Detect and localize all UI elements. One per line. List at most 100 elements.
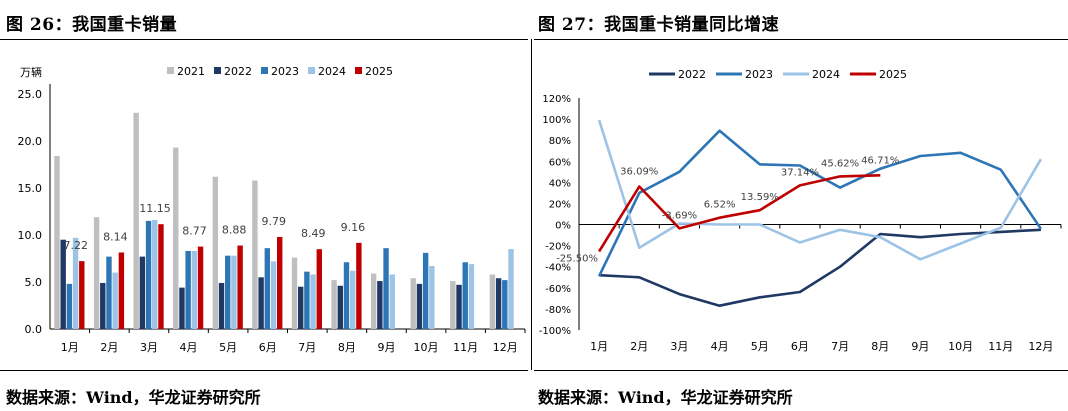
bar-legend-label-2025: 2025 [365,65,393,78]
line-x-tick-label: 3月 [670,340,688,353]
bar-2023-5 [225,255,231,329]
bar-2023-1 [66,283,73,329]
line-x-tick-label: 4月 [711,340,729,353]
bar-2024-10 [429,266,435,329]
bar-y-tick-label: 15.0 [18,182,43,195]
line-y-tick-label: 100% [542,115,571,126]
bar-2021-5 [212,176,219,329]
line-y-tick-label: -100% [539,326,571,337]
bar-2021-2 [93,217,100,329]
bar-x-tick-label: 4月 [180,341,198,354]
line-chart-source: 数据来源：Wind，华龙证券研究所 [538,388,793,407]
line-data-label-2025: 13.59% [741,192,779,203]
line-chart-title: 图 27：我国重卡销量同比增速 [538,15,780,35]
bar-y-tick-label: 25.0 [18,88,43,101]
bar-legend-label-2024: 2024 [318,65,346,78]
bar-2023-8 [343,262,350,329]
bar-x-tick-label: 12月 [493,341,518,354]
line-x-tick-label: 2月 [630,340,648,353]
line-y-tick-label: 0% [555,221,571,232]
bar-data-label-2025: 8.88 [222,224,247,237]
bar-data-label-2025: 8.49 [301,227,326,240]
bar-2022-1 [60,239,66,329]
bar-2025-1 [79,261,85,329]
line-y-tick-label: -20% [545,242,571,253]
bar-2023-9 [383,248,389,329]
line-data-label-2025: 6.52% [704,200,736,211]
bar-2022-8 [337,285,343,329]
bar-legend-swatch-2024 [308,67,315,74]
bar-2022-11 [456,284,462,329]
bar-2024-4 [191,250,198,329]
bar-x-tick-label: 6月 [259,341,277,354]
bar-legend-swatch-2023 [261,67,268,74]
line-series-2024 [597,119,1043,261]
bar-2021-3 [133,112,139,329]
bar-legend-swatch-2025 [355,67,362,74]
line-x-tick-label: 6月 [791,340,809,353]
bottom-rule-left [0,370,528,371]
bar-y-tick-label: 5.0 [25,276,43,289]
bar-y-tick-label: 10.0 [18,229,43,242]
bar-2021-7 [291,257,298,329]
line-y-tick-label: 80% [549,136,571,147]
bar-2024-2 [112,272,118,329]
bar-2023-2 [106,256,112,329]
bar-2022-7 [297,286,304,329]
bar-2021-1 [54,156,60,329]
line-x-tick-label: 1月 [590,340,608,353]
bar-2021-9 [370,273,377,329]
bar-y-axis-unit: 万辆 [20,65,42,79]
line-x-tick-label: 12月 [1028,340,1053,353]
line-y-tick-label: -40% [545,263,571,274]
bar-2024-11 [468,264,475,329]
bar-2021-11 [450,281,456,329]
line-legend-label-2023: 2023 [745,68,773,81]
line-series-2022 [599,228,1041,308]
line-y-tick-label: 120% [542,94,571,105]
bar-2024-7 [310,274,316,329]
line-data-label-2025: -25.50% [556,253,598,264]
bar-x-tick-label: 9月 [377,341,395,354]
bar-2024-3 [152,219,158,329]
line-x-tick-label: 5月 [751,340,769,353]
bar-2024-6 [270,261,277,329]
line-x-tick-label: 7月 [831,340,849,353]
bar-x-tick-label: 1月 [61,341,79,354]
bar-2025-7 [316,249,322,329]
bar-2022-4 [179,287,185,329]
bar-data-label-2025: 8.77 [182,225,207,238]
bar-chart-title: 图 26：我国重卡销量 [6,15,178,35]
bar-2022-2 [100,282,106,329]
bar-2021-10 [410,278,416,329]
bar-2022-3 [139,256,146,329]
bar-data-label-2025: 9.79 [261,215,286,228]
bar-2025-2 [118,252,125,329]
bar-legend-swatch-2021 [167,67,174,74]
bar-legend-label-2022: 2022 [224,65,252,78]
bar-2025-6 [277,236,283,329]
bar-y-tick-label: 0.0 [25,323,43,336]
line-y-tick-label: -80% [545,305,571,316]
panel-separator [531,39,532,370]
line-y-tick-label: 20% [549,199,571,210]
bar-2023-4 [185,250,191,329]
line-y-tick-label: 60% [549,157,571,168]
bar-2022-5 [218,282,225,329]
bar-x-tick-label: 5月 [219,341,237,354]
bar-2023-10 [422,252,429,329]
bar-data-label-2025: 9.16 [341,221,366,234]
bar-x-tick-label: 7月 [298,341,316,354]
bar-legend-swatch-2022 [214,67,221,74]
bar-2021-6 [252,180,258,329]
bar-2025-3 [158,224,164,329]
line-legend-label-2022: 2022 [678,68,706,81]
bar-x-tick-label: 10月 [414,341,439,354]
line-data-label-2025: 36.09% [620,166,658,177]
bar-2024-1 [72,237,79,329]
bar-2024-5 [231,255,237,329]
line-x-tick-label: 10月 [948,340,973,353]
bar-2025-5 [237,245,243,329]
bar-2022-12 [495,278,502,329]
bar-data-label-2025: 7.22 [64,239,89,252]
